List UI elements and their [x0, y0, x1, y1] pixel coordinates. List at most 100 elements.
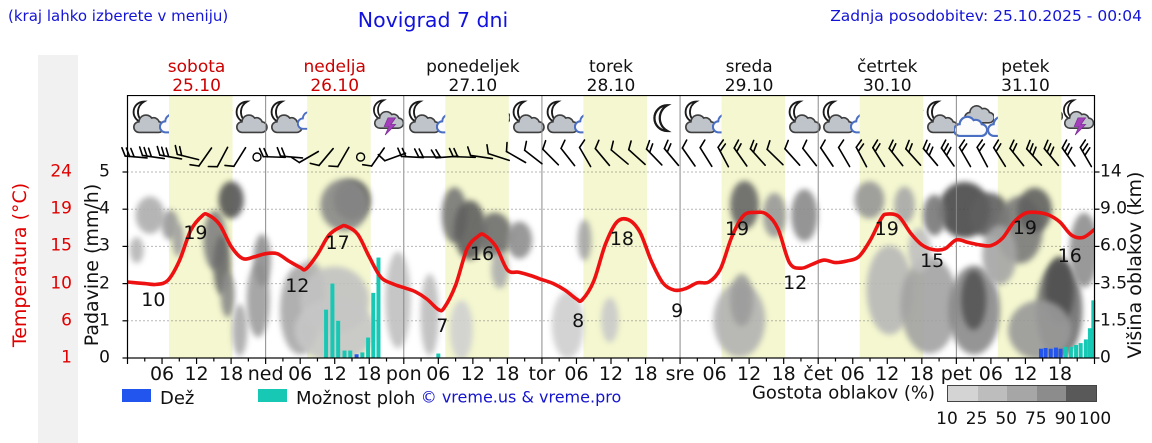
wind-barb-icon: [309, 147, 334, 167]
cloud-tick-label: 3.5: [1100, 273, 1128, 294]
meteogram-canvas: 10 19 12 17 7 16 8 18 9 19 12 19 15 19 16: [121, 95, 1100, 364]
day-abbr-label: pon: [385, 363, 422, 385]
temp-tick-label: 1: [61, 347, 72, 368]
weather-icon-moon-cloud: [401, 99, 441, 141]
time-tick-label: 06: [702, 363, 727, 385]
time-tick-label: 18: [219, 363, 244, 385]
day-header-date: 30.10: [862, 76, 912, 96]
density-swatch: [1007, 386, 1037, 401]
day-abbr-label: sre: [665, 363, 695, 385]
copyright-link[interactable]: © vreme.us & vreme.pro: [420, 387, 622, 407]
precip-bars: [324, 257, 1096, 358]
day-abbr-label: čet: [803, 363, 833, 385]
wind-barb-icon: [1009, 139, 1025, 167]
density-swatch: [1036, 386, 1067, 401]
time-tick-label: 12: [737, 363, 762, 385]
wind-barb-icon: [541, 139, 560, 166]
wind-barb-icon: [578, 139, 592, 168]
temp-value-label: 9: [671, 300, 683, 322]
time-tick-label: 18: [909, 363, 934, 385]
wind-barb-icon: [940, 139, 955, 167]
time-tick-label: 18: [633, 363, 658, 385]
time-tick-label: 18: [495, 363, 520, 385]
precip-tick-label: 5: [99, 161, 110, 182]
wind-barb-icon: [560, 139, 576, 167]
wind-barb-icon: [505, 141, 527, 164]
temp-tick-label: 15: [50, 235, 72, 256]
weather-icon-moon-cloud: [228, 99, 269, 141]
wind-barb-icon: [276, 146, 304, 159]
wind-barb-icon: [681, 139, 696, 167]
temp-value-label: 16: [1058, 245, 1082, 267]
wind-barb-icon: [766, 140, 784, 166]
cloud-tick-label: 1.5: [1100, 310, 1128, 331]
cloud-cover-layer: [129, 179, 1095, 358]
time-tick-label: 18: [1047, 363, 1073, 385]
time-tick-label: 18: [771, 363, 796, 385]
shower-legend-swatch: [258, 389, 287, 402]
wind-barb-icon: [992, 139, 1007, 168]
weather-icon-moon-cloud: [505, 99, 545, 141]
density-tick-label: 100: [1078, 409, 1112, 429]
time-tick-label: 12: [322, 363, 347, 385]
weather-icon-moon-storm: [367, 99, 407, 141]
temp-tick-label: 6: [61, 310, 72, 331]
day-header-name: sreda: [725, 57, 773, 77]
day-separators: [265, 95, 957, 358]
day-abbr-label: tor: [528, 363, 556, 385]
calm-wind-icon: [355, 152, 366, 162]
wind-barb-icon: [855, 139, 868, 168]
weather-icon-moon-cloud: [781, 99, 821, 141]
cloud-tick-label: 14: [1100, 161, 1122, 182]
wind-barb-icon: [905, 139, 922, 166]
precip-tick-label: 4: [99, 198, 110, 219]
wind-barb-icon: [156, 145, 183, 160]
wind-barb-icon: [1079, 139, 1093, 168]
temp-value-label: 19: [1013, 217, 1037, 239]
wind-barb-icon: [361, 147, 385, 167]
wind-barb-icon: [224, 146, 247, 168]
day-abbr-label: pet: [940, 363, 972, 385]
weather-icon-moon-cloud: [919, 99, 959, 141]
time-tick-label: 12: [598, 363, 624, 385]
day-header-name: sobota: [167, 57, 226, 77]
wind-barb-icon: [207, 146, 229, 168]
day-header-name: petek: [1001, 57, 1050, 77]
cloud-tick-label: 0: [1100, 347, 1111, 368]
cloud-density-label: Gostota oblakov (%): [751, 382, 935, 404]
wind-barb-icon: [749, 139, 766, 166]
wind-barb-icon: [819, 139, 834, 167]
day-header-name: četrtek: [857, 57, 918, 77]
temp-value-label: 18: [610, 228, 634, 250]
wind-barb-icon: [663, 139, 680, 167]
wind-barb-icon: [594, 139, 611, 167]
wind-barb-icon: [888, 139, 904, 167]
temp-tick-label: 10: [50, 273, 72, 294]
wind-barb-icon: [523, 140, 543, 165]
weather-icon-moon-storm: [1057, 99, 1097, 141]
day-header-date: 28.10: [586, 76, 636, 96]
day-header-date: 25.10: [172, 76, 221, 96]
time-tick-label: 12: [1013, 363, 1038, 385]
wind-barb-icon: [138, 146, 166, 160]
wind-barb-icon: [466, 146, 494, 160]
wind-barb-icon: [717, 139, 730, 168]
temp-tick-label: 24: [50, 161, 72, 182]
time-tick-label: 06: [564, 363, 589, 385]
wind-barb-icon: [733, 139, 748, 167]
temp-value-label: 12: [783, 272, 807, 294]
temp-value-label: 10: [141, 289, 165, 311]
wind-barb-icon: [448, 147, 477, 159]
page-title: Novigrad 7 dni: [357, 8, 509, 32]
calm-wind-icon: [252, 152, 262, 162]
wind-barb-icon: [610, 140, 629, 165]
weather-icon-clouds: [953, 99, 994, 141]
time-tick-label: 06: [149, 363, 175, 385]
wind-barb-icon: [922, 139, 939, 167]
temp-value-label: 17: [325, 232, 349, 254]
density-tick-label: 90: [1054, 409, 1077, 429]
wind-barb-icon: [627, 140, 646, 166]
density-swatch: [977, 386, 1008, 401]
temperature-point-labels: 10 19 12 17 7 16 8 18 9 19 12 19 15 19 16: [141, 217, 1082, 337]
